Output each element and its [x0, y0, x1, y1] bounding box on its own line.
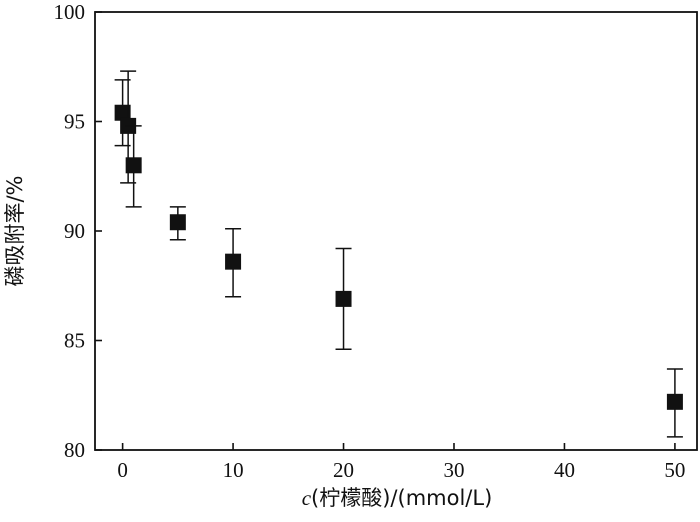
plot-axes [94, 11, 698, 451]
x-tick-label: 10 [223, 458, 244, 482]
y-tick-label: 100 [54, 0, 86, 24]
data-point-group [225, 228, 242, 298]
x-tick-label: 40 [554, 458, 575, 482]
data-point [169, 214, 186, 231]
y-tick-label: 85 [64, 329, 85, 353]
data-point [335, 290, 352, 307]
data-point-group [169, 206, 186, 241]
data-point-group [125, 125, 142, 208]
y-tick-label: 80 [64, 438, 85, 462]
x-tick-label: 50 [664, 458, 685, 482]
x-axis-label-rest: (柠檬酸)/(mmol/L) [311, 486, 492, 510]
axis-ticks: 0 10 20 30 40 50 80 85 90 95 100 [54, 0, 686, 482]
x-axis-label: c(柠檬酸)/(mmol/L) [302, 486, 493, 510]
data-point [125, 157, 142, 174]
plot-frame [94, 11, 698, 451]
data-points [114, 70, 683, 438]
y-tick-label: 95 [64, 110, 85, 134]
x-tick-label: 0 [117, 458, 128, 482]
data-point [225, 253, 242, 270]
x-axis-label-variable: c [302, 486, 312, 510]
x-tick-label: 30 [443, 458, 464, 482]
data-point-group [335, 247, 352, 351]
data-point-group [666, 368, 683, 438]
data-point [666, 393, 683, 410]
y-tick-label: 90 [64, 219, 85, 243]
y-axis-label: 磷吸附率/% [3, 175, 27, 286]
data-point [114, 104, 131, 121]
x-tick-label: 20 [333, 458, 354, 482]
